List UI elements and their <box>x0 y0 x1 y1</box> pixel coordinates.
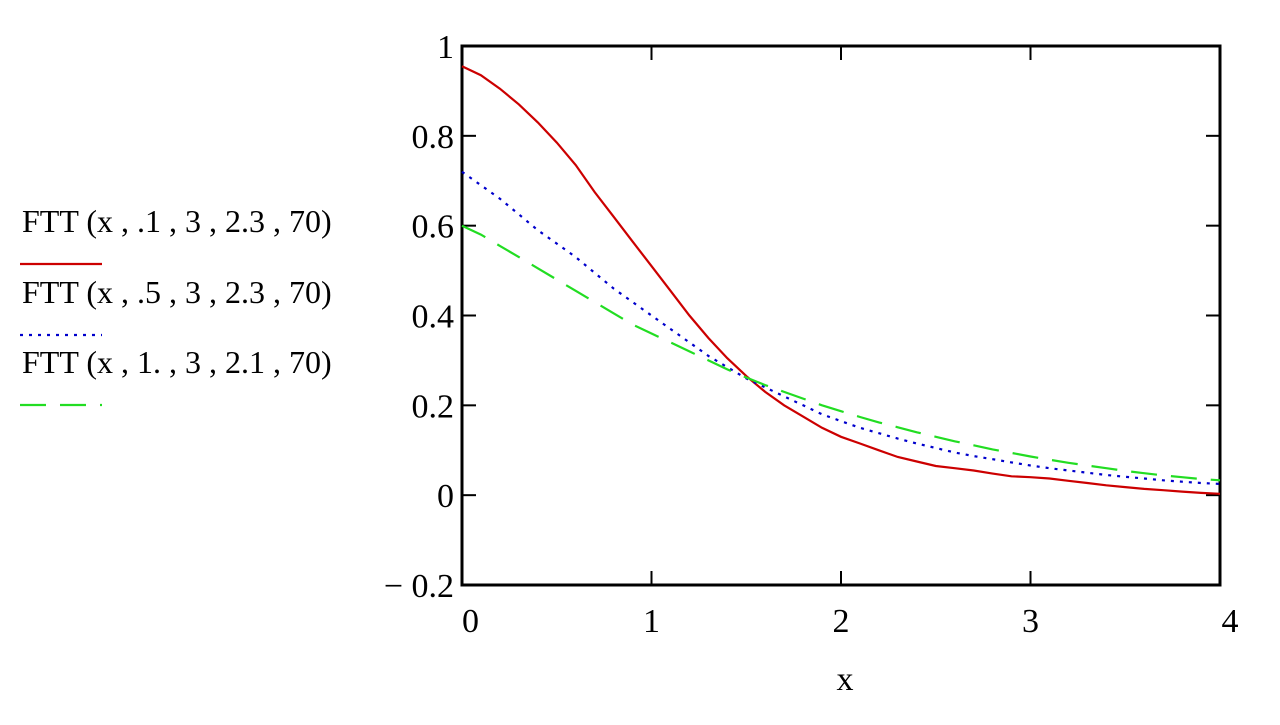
y-tick-label: 0.4 <box>412 299 455 336</box>
y-tick-label: 0.2 <box>412 388 455 425</box>
y-tick-label: 0 <box>437 478 454 515</box>
y-tick-label: 0.8 <box>412 119 455 156</box>
x-tick-label: 0 <box>462 603 479 640</box>
legend-entry-label-1: FTT (x , .1 , 3 , 2.3 , 70) <box>22 203 332 239</box>
legend-entry-label-3: FTT (x , 1. , 3 , 2.1 , 70) <box>22 344 332 380</box>
x-axis-label: x <box>837 661 854 698</box>
y-tick-label: 1 <box>437 29 454 66</box>
y-tick-label: 0.6 <box>412 209 455 246</box>
legend-entry-label-2: FTT (x , .5 , 3 , 2.3 , 70) <box>22 274 332 310</box>
x-tick-label: 2 <box>833 603 850 640</box>
x-tick-label: 1 <box>643 603 660 640</box>
plot-frame <box>460 44 1222 587</box>
series-line-3 <box>461 224 1221 482</box>
x-tick-label: 4 <box>1222 603 1239 640</box>
series-line-1 <box>461 65 1221 495</box>
y-tick-label: − 0.2 <box>384 568 454 605</box>
x-tick-label: 3 <box>1022 603 1039 640</box>
